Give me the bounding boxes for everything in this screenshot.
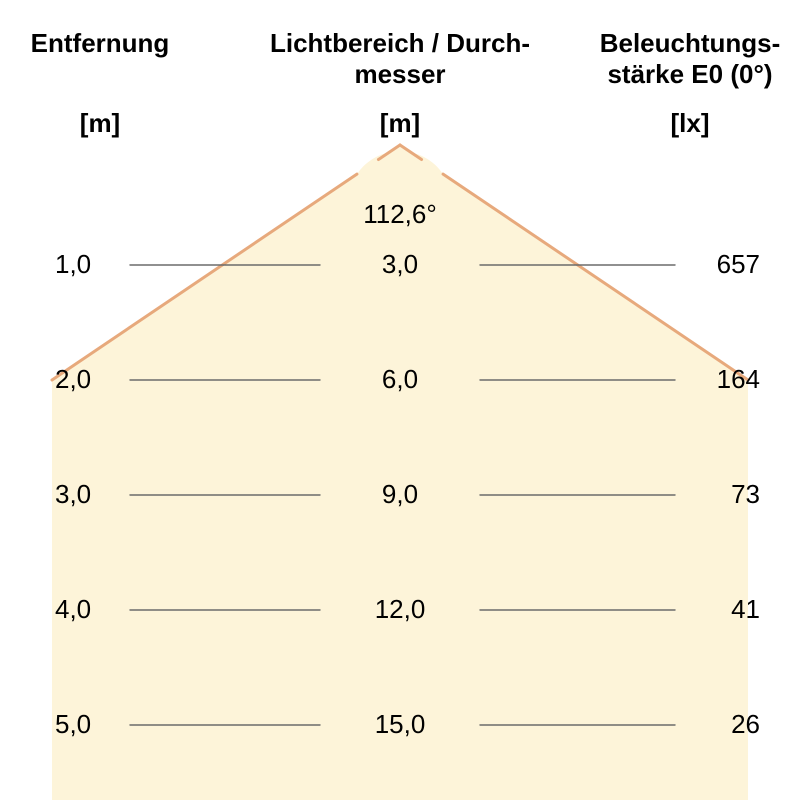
distance-value: 1,0	[55, 249, 135, 280]
light-cone-diagram: Entfernung [m] Lichtbereich / Durch- mes…	[0, 0, 800, 800]
distance-value: 4,0	[55, 594, 135, 625]
header-illuminance: Beleuchtungs- stärke E0 (0°)	[490, 28, 800, 90]
lux-value: 164	[660, 364, 760, 395]
unit-illuminance: [lx]	[490, 108, 800, 139]
lux-value: 41	[660, 594, 760, 625]
diameter-value: 3,0	[340, 249, 460, 280]
beam-angle-label: 112,6°	[200, 199, 600, 230]
lux-value: 657	[660, 249, 760, 280]
diameter-value: 15,0	[340, 709, 460, 740]
diameter-value: 12,0	[340, 594, 460, 625]
distance-value: 2,0	[55, 364, 135, 395]
diameter-value: 6,0	[340, 364, 460, 395]
diameter-value: 9,0	[340, 479, 460, 510]
distance-value: 5,0	[55, 709, 135, 740]
lux-value: 26	[660, 709, 760, 740]
distance-value: 3,0	[55, 479, 135, 510]
lux-value: 73	[660, 479, 760, 510]
